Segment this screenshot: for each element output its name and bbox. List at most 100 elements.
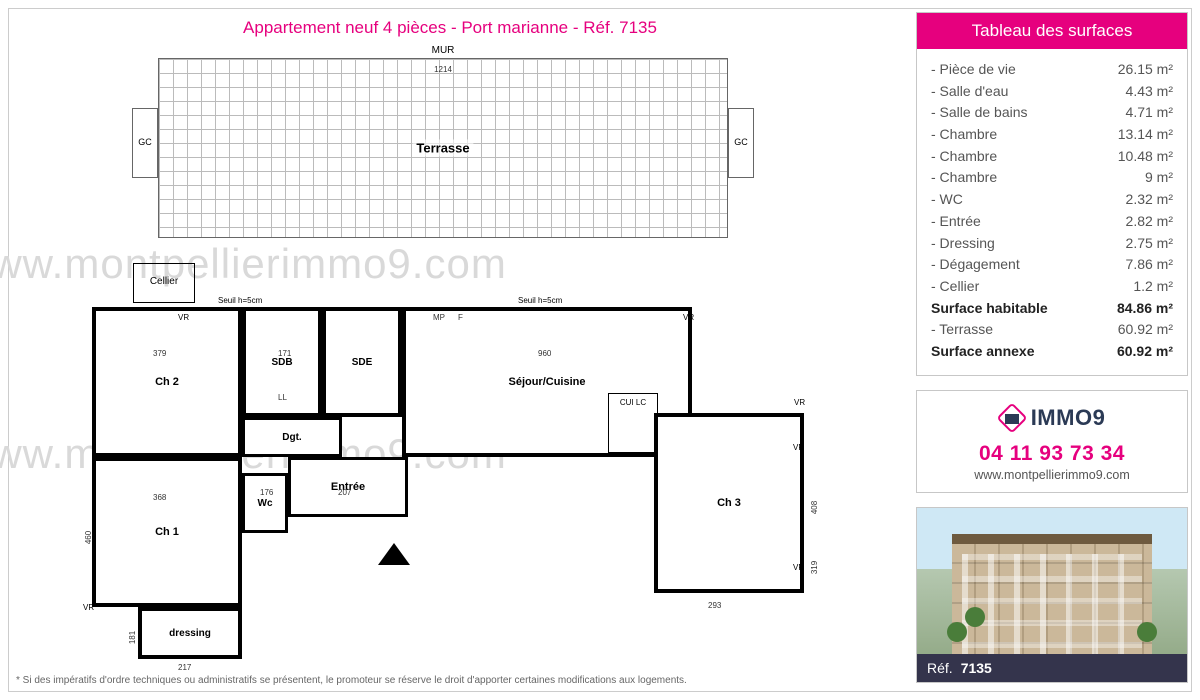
ref-strip: Réf. 7135 xyxy=(917,654,1187,682)
dim: 368 xyxy=(153,493,166,502)
contact-site: www.montpellierimmo9.com xyxy=(925,468,1179,482)
surface-label: - Chambre xyxy=(931,146,997,168)
house-icon xyxy=(999,405,1025,431)
surfaces-header: Tableau des surfaces xyxy=(917,13,1187,49)
surface-value: 60.92 m² xyxy=(1117,341,1173,363)
vr-label: VR xyxy=(793,443,804,452)
surface-value: 2.75 m² xyxy=(1126,233,1173,255)
surface-row: - Chambre 9 m² xyxy=(931,167,1173,189)
vr-label: VR xyxy=(793,563,804,572)
room-ch1: Ch 1 xyxy=(92,457,242,607)
brand-logo: IMMO9 xyxy=(999,405,1106,431)
surface-row: - Dressing 2.75 m² xyxy=(931,233,1173,255)
listing-title: Appartement neuf 4 pièces - Port mariann… xyxy=(0,18,900,38)
dim: 293 xyxy=(708,601,721,610)
room-cellier: Cellier xyxy=(133,263,195,303)
room-dgt: Dgt. xyxy=(242,417,342,457)
surface-label: - Salle d'eau xyxy=(931,81,1008,103)
dim: 217 xyxy=(178,663,191,672)
dim: 379 xyxy=(153,349,166,358)
building-photo: Réf. 7135 xyxy=(916,507,1188,683)
surfaces-body: - Pièce de vie26.15 m²- Salle d'eau 4.43 … xyxy=(917,49,1187,375)
mur-label: MUR xyxy=(430,45,457,56)
surface-label: - Chambre xyxy=(931,124,997,146)
vr-label: VR xyxy=(794,398,805,407)
surface-row: - Chambre 10.48 m² xyxy=(931,146,1173,168)
building-illustration xyxy=(952,534,1152,664)
vr-label: VR xyxy=(178,313,189,322)
seuil-label: Seuil h=5cm xyxy=(518,296,562,305)
dim: 171 xyxy=(278,349,291,358)
gc-label: GC xyxy=(728,108,754,178)
surface-value: 4.43 m² xyxy=(1126,81,1173,103)
gc-label: GC xyxy=(132,108,158,178)
room-ch3: Ch 3 xyxy=(654,413,804,593)
ll-label: LL xyxy=(278,393,287,402)
surface-row: - Pièce de vie26.15 m² xyxy=(931,59,1173,81)
surface-label: - WC xyxy=(931,189,963,211)
surface-label: - Chambre xyxy=(931,167,997,189)
dim: 319 xyxy=(810,561,819,574)
surface-row: - Salle de bains 4.71 m² xyxy=(931,102,1173,124)
surface-row: - Cellier 1.2 m² xyxy=(931,276,1173,298)
seuil-label: Seuil h=5cm xyxy=(218,296,262,305)
surface-value: 60.92 m² xyxy=(1118,319,1173,341)
surfaces-panel: Tableau des surfaces - Pièce de vie26.15… xyxy=(916,12,1188,376)
surface-row: - Chambre 13.14 m² xyxy=(931,124,1173,146)
tree-icon xyxy=(947,622,967,642)
surface-value: 2.32 m² xyxy=(1126,189,1173,211)
contact-panel: IMMO9 04 11 93 73 34 www.montpellierimmo… xyxy=(916,390,1188,493)
dim: 176 xyxy=(260,488,273,497)
entry-arrow-icon xyxy=(378,543,410,565)
surface-value: 10.48 m² xyxy=(1118,146,1173,168)
surface-value: 84.86 m² xyxy=(1117,298,1173,320)
vr-label: VR xyxy=(683,313,694,322)
dim: 207 xyxy=(338,488,351,497)
room-wc: Wc xyxy=(242,473,288,533)
tree-icon xyxy=(1137,622,1157,642)
disclaimer: * Si des impératifs d'ordre techniques o… xyxy=(16,675,687,686)
surface-value: 7.86 m² xyxy=(1126,254,1173,276)
surface-label: - Terrasse xyxy=(931,319,993,341)
mp-label: MP xyxy=(433,313,445,322)
surface-row: - Salle d'eau 4.43 m² xyxy=(931,81,1173,103)
cui-label: CUI LC xyxy=(608,393,658,453)
apartment-outline: Cellier Seuil h=5cm Seuil h=5cm Ch 2 SDB… xyxy=(88,243,808,653)
ref-label: Réf. xyxy=(927,660,953,676)
surface-label: Surface annexe xyxy=(931,341,1035,363)
dim: 181 xyxy=(128,631,137,644)
dim: 960 xyxy=(538,349,551,358)
surface-value: 1.2 m² xyxy=(1133,276,1173,298)
surface-row: - WC 2.32 m² xyxy=(931,189,1173,211)
surface-value: 2.82 m² xyxy=(1126,211,1173,233)
surface-value: 9 m² xyxy=(1145,167,1173,189)
dim: 1214 xyxy=(434,65,452,74)
surface-total-row: Surface annexe 60.92 m² xyxy=(931,341,1173,363)
surface-label: - Cellier xyxy=(931,276,979,298)
surface-total-row: Surface habitable 84.86 m² xyxy=(931,298,1173,320)
f-label: F xyxy=(458,313,463,322)
ref-value: 7135 xyxy=(961,660,992,676)
dim: 408 xyxy=(810,501,819,514)
room-ch2: Ch 2 xyxy=(92,307,242,457)
room-sde: SDE xyxy=(322,307,402,417)
surface-label: - Dressing xyxy=(931,233,995,255)
vr-label: VR xyxy=(83,603,94,612)
terrace-label: Terrasse xyxy=(412,140,473,157)
room-entree: Entrée xyxy=(288,457,408,517)
dim: 460 xyxy=(84,531,93,544)
surface-row: - Entrée2.82 m² xyxy=(931,211,1173,233)
terrace-area: MUR Terrasse 1214 xyxy=(158,58,728,238)
surface-label: - Salle de bains xyxy=(931,102,1028,124)
surface-label: - Dégagement xyxy=(931,254,1020,276)
floor-plan: GC GC MUR Terrasse 1214 Cellier Seuil h=… xyxy=(28,48,888,638)
tree-icon xyxy=(965,607,985,627)
surface-label: Surface habitable xyxy=(931,298,1048,320)
sidebar: Tableau des surfaces - Pièce de vie26.15… xyxy=(916,12,1188,683)
surface-label: - Pièce de vie xyxy=(931,59,1016,81)
surface-value: 13.14 m² xyxy=(1118,124,1173,146)
surface-row: - Terrasse 60.92 m² xyxy=(931,319,1173,341)
surface-value: 4.71 m² xyxy=(1126,102,1173,124)
surface-row: - Dégagement 7.86 m² xyxy=(931,254,1173,276)
contact-phone: 04 11 93 73 34 xyxy=(925,442,1179,466)
